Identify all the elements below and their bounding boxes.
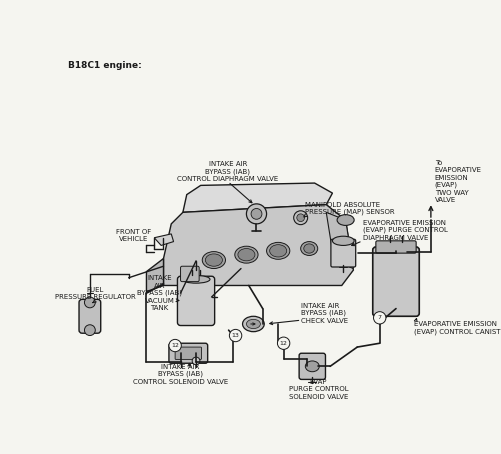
Circle shape	[192, 357, 199, 365]
FancyBboxPatch shape	[175, 347, 201, 360]
Text: To
EVAPORATIVE
EMISSION
(EVAP)
TWO WAY
VALVE: To EVAPORATIVE EMISSION (EVAP) TWO WAY V…	[434, 160, 481, 203]
Ellipse shape	[237, 248, 255, 261]
Circle shape	[277, 337, 289, 350]
FancyBboxPatch shape	[299, 353, 325, 380]
Text: INTAKE AIR
BYPASS (IAB)
CONTROL DIAPHRAGM VALVE: INTAKE AIR BYPASS (IAB) CONTROL DIAPHRAG…	[177, 161, 278, 182]
Ellipse shape	[337, 215, 353, 226]
Circle shape	[293, 211, 307, 225]
Polygon shape	[154, 234, 173, 246]
Polygon shape	[146, 258, 163, 291]
Ellipse shape	[234, 246, 258, 263]
Ellipse shape	[332, 236, 353, 246]
Text: EVAPORATIVE EMISSION
(EVAP) CONTROL CANISTER: EVAPORATIVE EMISSION (EVAP) CONTROL CANI…	[413, 321, 501, 335]
Ellipse shape	[202, 252, 225, 268]
Polygon shape	[182, 183, 332, 212]
Ellipse shape	[182, 276, 209, 283]
FancyBboxPatch shape	[180, 266, 199, 281]
Text: EVAP
PURGE CONTROL
SOLENOID VALVE: EVAP PURGE CONTROL SOLENOID VALVE	[288, 379, 348, 400]
Text: FRONT OF
VEHICLE: FRONT OF VEHICLE	[116, 229, 151, 242]
Text: 7: 7	[377, 316, 381, 321]
Circle shape	[84, 297, 95, 308]
FancyBboxPatch shape	[372, 247, 418, 316]
FancyBboxPatch shape	[375, 241, 415, 253]
Text: 13: 13	[231, 333, 239, 338]
Ellipse shape	[205, 254, 222, 266]
Text: 12: 12	[171, 343, 179, 348]
Circle shape	[373, 311, 385, 324]
Ellipse shape	[305, 361, 319, 372]
Circle shape	[169, 340, 181, 352]
Circle shape	[229, 329, 241, 342]
Polygon shape	[326, 212, 353, 268]
Text: MANIFOLD ABSOLUTE
PRESSURE (MAP) SENSOR: MANIFOLD ABSOLUTE PRESSURE (MAP) SENSOR	[304, 202, 393, 215]
Text: 12: 12	[279, 341, 287, 346]
FancyBboxPatch shape	[169, 343, 207, 363]
Text: INTAKE AIR
BYPASS (IAB)
CHECK VALVE: INTAKE AIR BYPASS (IAB) CHECK VALVE	[301, 303, 348, 324]
Ellipse shape	[242, 316, 264, 332]
Polygon shape	[163, 205, 353, 286]
Text: FUEL
PRESSURE REGULATOR: FUEL PRESSURE REGULATOR	[55, 286, 135, 300]
FancyBboxPatch shape	[177, 276, 214, 326]
Ellipse shape	[303, 244, 314, 253]
Text: EVAPORATIVE EMISSION
(EVAP) PURGE CONTROL
DIAPHRAGM VALVE: EVAPORATIVE EMISSION (EVAP) PURGE CONTRO…	[362, 220, 447, 241]
Text: INTAKE AIR
BYPASS (IAB)
CONTROL SOLENOID VALVE: INTAKE AIR BYPASS (IAB) CONTROL SOLENOID…	[133, 364, 228, 385]
Circle shape	[296, 214, 304, 222]
Circle shape	[84, 325, 95, 336]
FancyBboxPatch shape	[330, 239, 355, 267]
Ellipse shape	[300, 242, 317, 256]
Ellipse shape	[246, 319, 260, 329]
Text: B18C1 engine:: B18C1 engine:	[68, 61, 142, 70]
Ellipse shape	[269, 245, 286, 257]
Circle shape	[250, 208, 262, 219]
FancyBboxPatch shape	[79, 299, 101, 333]
Circle shape	[246, 204, 266, 224]
Ellipse shape	[266, 242, 289, 259]
Text: INTAKE
AIR
BYPASS (IAB)
VACUUM
TANK: INTAKE AIR BYPASS (IAB) VACUUM TANK	[137, 276, 182, 311]
